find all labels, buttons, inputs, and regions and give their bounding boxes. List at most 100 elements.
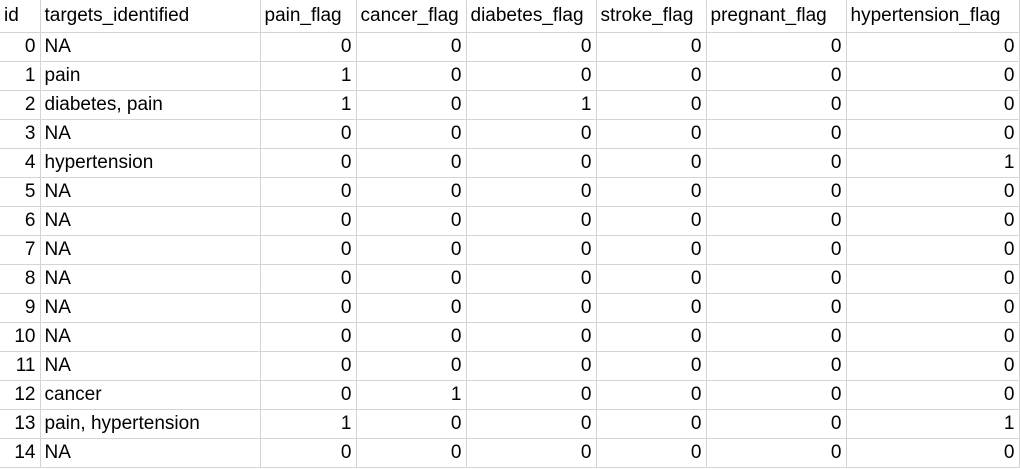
cell-cancer-flag[interactable]: 0 [356, 409, 467, 439]
cell-pain-flag[interactable]: 0 [260, 177, 357, 207]
cell-stroke-flag[interactable]: 0 [596, 322, 707, 352]
cell-hypertension-flag[interactable]: 0 [846, 438, 1020, 468]
cell-pregnant-flag[interactable]: 0 [706, 235, 847, 265]
cell-targets-identified[interactable]: diabetes, pain [40, 90, 261, 120]
cell-pregnant-flag[interactable]: 0 [706, 380, 847, 410]
cell-stroke-flag[interactable]: 0 [596, 293, 707, 323]
cell-hypertension-flag[interactable]: 0 [846, 177, 1020, 207]
cell-id[interactable]: 9 [0, 293, 41, 323]
cell-pregnant-flag[interactable]: 0 [706, 409, 847, 439]
cell-stroke-flag[interactable]: 0 [596, 32, 707, 62]
cell-diabetes-flag[interactable]: 0 [466, 206, 597, 236]
cell-diabetes-flag[interactable]: 0 [466, 32, 597, 62]
cell-id[interactable]: 4 [0, 148, 41, 178]
cell-cancer-flag[interactable]: 0 [356, 61, 467, 91]
header-cell-stroke-flag[interactable]: stroke_flag [596, 0, 707, 33]
cell-hypertension-flag[interactable]: 1 [846, 148, 1020, 178]
cell-diabetes-flag[interactable]: 0 [466, 148, 597, 178]
cell-pain-flag[interactable]: 0 [260, 264, 357, 294]
cell-targets-identified[interactable]: NA [40, 293, 261, 323]
cell-diabetes-flag[interactable]: 1 [466, 90, 597, 120]
cell-targets-identified[interactable]: hypertension [40, 148, 261, 178]
cell-id[interactable]: 8 [0, 264, 41, 294]
cell-targets-identified[interactable]: pain [40, 61, 261, 91]
header-cell-targets-identified[interactable]: targets_identified [40, 0, 261, 33]
cell-targets-identified[interactable]: NA [40, 264, 261, 294]
cell-pain-flag[interactable]: 1 [260, 90, 357, 120]
cell-stroke-flag[interactable]: 0 [596, 235, 707, 265]
cell-pain-flag[interactable]: 0 [260, 235, 357, 265]
cell-diabetes-flag[interactable]: 0 [466, 61, 597, 91]
cell-id[interactable]: 7 [0, 235, 41, 265]
cell-diabetes-flag[interactable]: 0 [466, 235, 597, 265]
cell-pregnant-flag[interactable]: 0 [706, 61, 847, 91]
cell-targets-identified[interactable]: pain, hypertension [40, 409, 261, 439]
cell-cancer-flag[interactable]: 0 [356, 148, 467, 178]
cell-diabetes-flag[interactable]: 0 [466, 264, 597, 294]
cell-diabetes-flag[interactable]: 0 [466, 438, 597, 468]
cell-diabetes-flag[interactable]: 0 [466, 293, 597, 323]
cell-pregnant-flag[interactable]: 0 [706, 32, 847, 62]
cell-stroke-flag[interactable]: 0 [596, 206, 707, 236]
cell-targets-identified[interactable]: NA [40, 119, 261, 149]
cell-stroke-flag[interactable]: 0 [596, 90, 707, 120]
cell-pregnant-flag[interactable]: 0 [706, 438, 847, 468]
cell-hypertension-flag[interactable]: 0 [846, 322, 1020, 352]
cell-pregnant-flag[interactable]: 0 [706, 293, 847, 323]
cell-pain-flag[interactable]: 0 [260, 119, 357, 149]
cell-cancer-flag[interactable]: 0 [356, 438, 467, 468]
cell-pregnant-flag[interactable]: 0 [706, 206, 847, 236]
cell-id[interactable]: 0 [0, 32, 41, 62]
cell-targets-identified[interactable]: NA [40, 235, 261, 265]
cell-pain-flag[interactable]: 0 [260, 380, 357, 410]
cell-stroke-flag[interactable]: 0 [596, 409, 707, 439]
header-cell-diabetes-flag[interactable]: diabetes_flag [466, 0, 597, 33]
cell-id[interactable]: 1 [0, 61, 41, 91]
cell-pregnant-flag[interactable]: 0 [706, 148, 847, 178]
cell-stroke-flag[interactable]: 0 [596, 351, 707, 381]
cell-cancer-flag[interactable]: 0 [356, 293, 467, 323]
cell-pain-flag[interactable]: 1 [260, 409, 357, 439]
cell-pain-flag[interactable]: 0 [260, 206, 357, 236]
cell-pregnant-flag[interactable]: 0 [706, 351, 847, 381]
cell-pain-flag[interactable]: 0 [260, 148, 357, 178]
cell-pain-flag[interactable]: 0 [260, 351, 357, 381]
cell-pregnant-flag[interactable]: 0 [706, 177, 847, 207]
cell-id[interactable]: 14 [0, 438, 41, 468]
cell-diabetes-flag[interactable]: 0 [466, 409, 597, 439]
cell-pain-flag[interactable]: 0 [260, 438, 357, 468]
cell-id[interactable]: 13 [0, 409, 41, 439]
cell-hypertension-flag[interactable]: 0 [846, 293, 1020, 323]
cell-diabetes-flag[interactable]: 0 [466, 380, 597, 410]
cell-id[interactable]: 6 [0, 206, 41, 236]
cell-pain-flag[interactable]: 0 [260, 293, 357, 323]
cell-hypertension-flag[interactable]: 0 [846, 90, 1020, 120]
cell-id[interactable]: 11 [0, 351, 41, 381]
cell-cancer-flag[interactable]: 0 [356, 32, 467, 62]
cell-diabetes-flag[interactable]: 0 [466, 177, 597, 207]
cell-pregnant-flag[interactable]: 0 [706, 119, 847, 149]
cell-stroke-flag[interactable]: 0 [596, 438, 707, 468]
cell-pregnant-flag[interactable]: 0 [706, 90, 847, 120]
cell-cancer-flag[interactable]: 0 [356, 177, 467, 207]
header-cell-pregnant-flag[interactable]: pregnant_flag [706, 0, 847, 33]
cell-hypertension-flag[interactable]: 0 [846, 32, 1020, 62]
cell-targets-identified[interactable]: NA [40, 32, 261, 62]
header-cell-pain-flag[interactable]: pain_flag [260, 0, 357, 33]
cell-id[interactable]: 2 [0, 90, 41, 120]
cell-stroke-flag[interactable]: 0 [596, 148, 707, 178]
header-cell-hypertension-flag[interactable]: hypertension_flag [846, 0, 1020, 33]
cell-targets-identified[interactable]: NA [40, 351, 261, 381]
cell-hypertension-flag[interactable]: 0 [846, 351, 1020, 381]
cell-targets-identified[interactable]: NA [40, 177, 261, 207]
cell-cancer-flag[interactable]: 1 [356, 380, 467, 410]
cell-targets-identified[interactable]: NA [40, 322, 261, 352]
cell-cancer-flag[interactable]: 0 [356, 206, 467, 236]
cell-pregnant-flag[interactable]: 0 [706, 322, 847, 352]
cell-stroke-flag[interactable]: 0 [596, 119, 707, 149]
cell-pain-flag[interactable]: 0 [260, 32, 357, 62]
header-cell-cancer-flag[interactable]: cancer_flag [356, 0, 467, 33]
cell-targets-identified[interactable]: NA [40, 438, 261, 468]
cell-stroke-flag[interactable]: 0 [596, 177, 707, 207]
cell-diabetes-flag[interactable]: 0 [466, 351, 597, 381]
